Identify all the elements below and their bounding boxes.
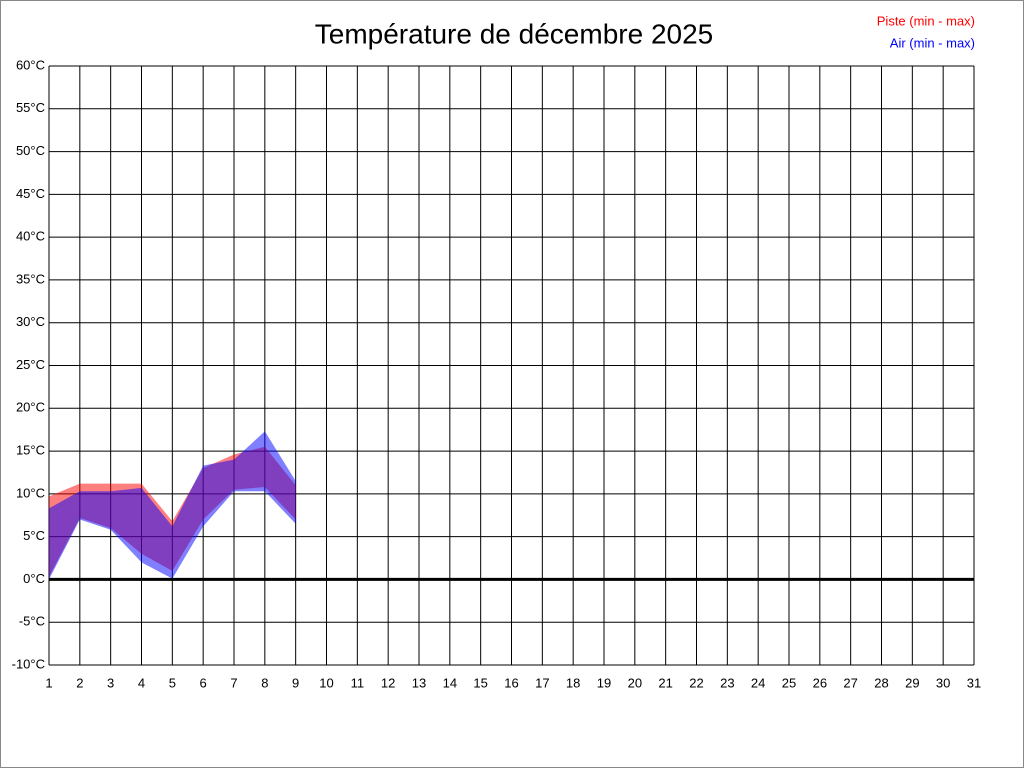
x-tick-label: 29 bbox=[905, 675, 919, 690]
x-tick-label: 20 bbox=[628, 675, 642, 690]
y-tick-label: 10°C bbox=[16, 485, 45, 500]
y-tick-label: 45°C bbox=[16, 186, 45, 201]
x-tick-label: 11 bbox=[351, 675, 365, 690]
legend-label: Piste (min - max) bbox=[877, 13, 975, 28]
x-tick-label: 6 bbox=[200, 675, 207, 690]
x-tick-label: 15 bbox=[473, 675, 487, 690]
x-tick-label: 24 bbox=[751, 675, 765, 690]
x-tick-label: 27 bbox=[843, 675, 857, 690]
x-tick-label: 5 bbox=[169, 675, 176, 690]
x-tick-label: 7 bbox=[230, 675, 237, 690]
y-tick-label: 20°C bbox=[16, 400, 45, 415]
x-tick-label: 10 bbox=[319, 675, 333, 690]
x-tick-label: 8 bbox=[261, 675, 268, 690]
x-tick-label: 21 bbox=[658, 675, 672, 690]
x-tick-label: 9 bbox=[292, 675, 299, 690]
x-tick-label: 4 bbox=[138, 675, 145, 690]
y-tick-label: 35°C bbox=[16, 271, 45, 286]
y-tick-label: -5°C bbox=[19, 614, 45, 629]
chart-title: Température de décembre 2025 bbox=[315, 18, 713, 49]
range-area bbox=[49, 431, 296, 580]
y-tick-label: 60°C bbox=[16, 57, 45, 72]
x-tick-label: 13 bbox=[412, 675, 426, 690]
legend-label: Air (min - max) bbox=[890, 35, 975, 50]
y-tick-label: 30°C bbox=[16, 314, 45, 329]
x-tick-label: 12 bbox=[381, 675, 395, 690]
x-tick-label: 22 bbox=[689, 675, 703, 690]
y-tick-label: -10°C bbox=[12, 656, 45, 671]
x-tick-label: 14 bbox=[443, 675, 457, 690]
y-tick-label: 0°C bbox=[23, 571, 45, 586]
x-tick-label: 1 bbox=[45, 675, 52, 690]
x-tick-label: 19 bbox=[597, 675, 611, 690]
x-tick-label: 16 bbox=[504, 675, 518, 690]
x-tick-label: 23 bbox=[720, 675, 734, 690]
x-tick-label: 31 bbox=[967, 675, 981, 690]
y-tick-label: 15°C bbox=[16, 443, 45, 458]
y-tick-label: 5°C bbox=[23, 528, 45, 543]
x-tick-label: 18 bbox=[566, 675, 580, 690]
x-tick-label: 25 bbox=[782, 675, 796, 690]
x-tick-label: 28 bbox=[874, 675, 888, 690]
y-tick-label: 50°C bbox=[16, 143, 45, 158]
x-tick-label: 2 bbox=[76, 675, 83, 690]
x-tick-label: 30 bbox=[936, 675, 950, 690]
x-tick-label: 26 bbox=[813, 675, 827, 690]
x-tick-label: 3 bbox=[107, 675, 114, 690]
y-tick-label: 25°C bbox=[16, 357, 45, 372]
y-tick-label: 40°C bbox=[16, 229, 45, 244]
x-tick-label: 17 bbox=[535, 675, 549, 690]
y-tick-label: 55°C bbox=[16, 100, 45, 115]
